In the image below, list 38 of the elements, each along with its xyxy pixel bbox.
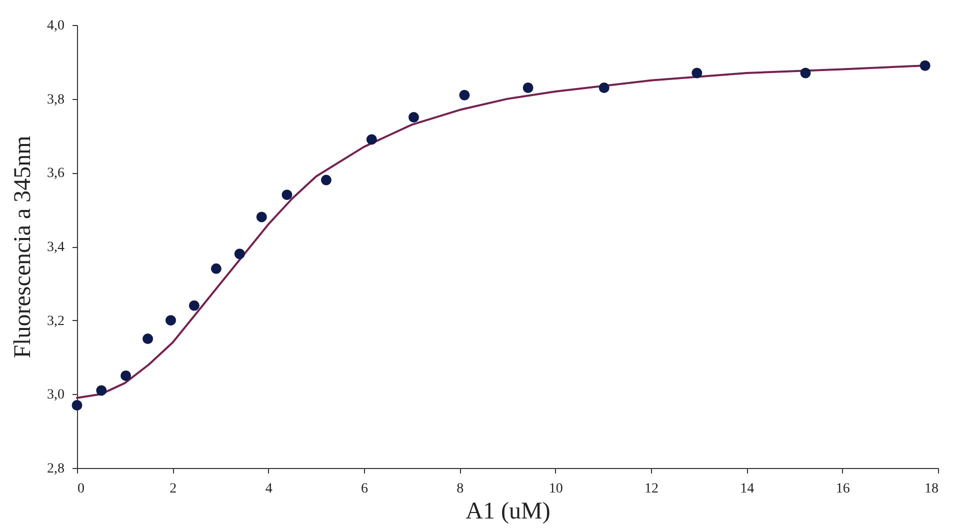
x-tick-label: 18 xyxy=(924,482,938,496)
x-tick-label: 10 xyxy=(548,482,563,496)
point xyxy=(72,400,82,410)
point xyxy=(120,370,132,381)
point xyxy=(408,112,419,123)
point xyxy=(188,300,200,311)
y-tick-label: 2,8 xyxy=(47,462,64,476)
point xyxy=(598,82,610,93)
point xyxy=(210,263,222,274)
x-tick-label: 2 xyxy=(170,482,177,496)
x-tick-label: 14 xyxy=(740,482,754,496)
y-tick-label: 4,0 xyxy=(47,18,64,34)
point xyxy=(366,134,377,145)
point xyxy=(920,60,930,71)
x-tick-label: 8 xyxy=(456,482,464,496)
point xyxy=(692,68,702,78)
x-tick-label: 4 xyxy=(265,482,272,496)
point xyxy=(166,315,176,326)
point xyxy=(96,385,107,396)
x-tick-label: 12 xyxy=(644,482,658,496)
point xyxy=(234,248,245,260)
point xyxy=(256,212,267,222)
x-axis-title: A1 (uM) xyxy=(466,498,550,524)
point xyxy=(282,190,292,200)
x-tick-label: 0 xyxy=(78,482,84,496)
point xyxy=(800,68,811,78)
y-tick-label: 3,6 xyxy=(47,166,64,182)
point xyxy=(459,90,470,100)
y-tick-label: 3,2 xyxy=(47,314,64,329)
x-tick-label: 6 xyxy=(361,482,368,496)
y-tick-label: 3,4 xyxy=(47,240,64,255)
y-axis-title: Fluorescencia a 345nm xyxy=(10,135,36,358)
y-tick-label: 3,8 xyxy=(47,92,64,108)
point xyxy=(522,82,534,93)
y-tick-label: 3,0 xyxy=(47,388,64,403)
x-tick-label: 16 xyxy=(836,482,850,496)
point xyxy=(142,334,154,344)
point xyxy=(320,174,332,186)
